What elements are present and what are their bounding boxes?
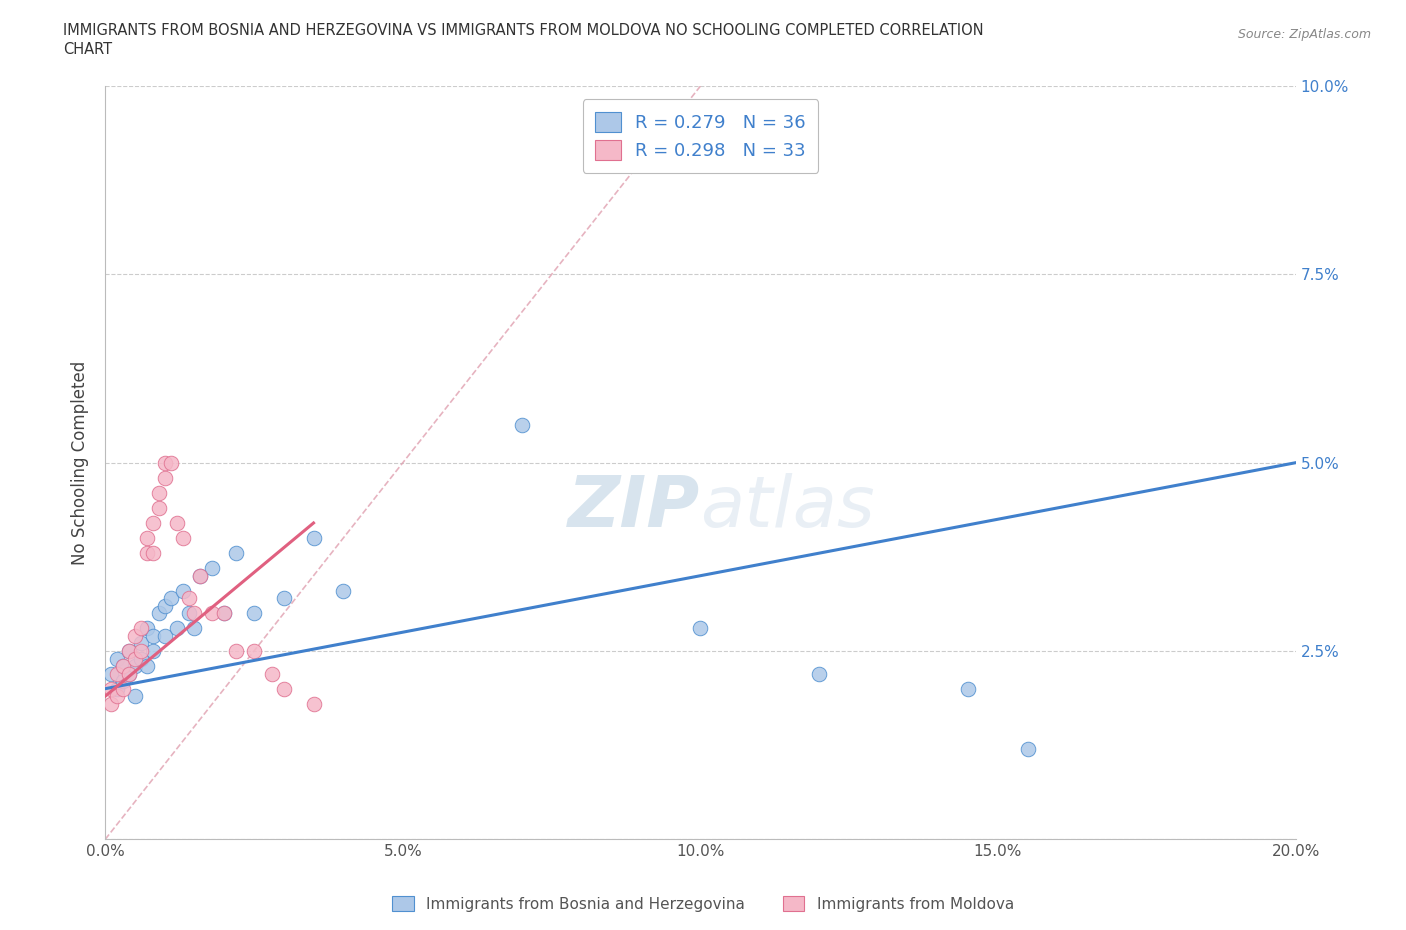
Point <box>124 689 146 704</box>
Y-axis label: No Schooling Completed: No Schooling Completed <box>72 361 89 565</box>
Point <box>100 682 122 697</box>
Point <box>243 606 266 621</box>
Point <box>148 500 170 515</box>
Point <box>190 568 212 583</box>
Point <box>302 531 325 546</box>
Point <box>135 546 157 561</box>
Point <box>153 456 176 471</box>
Point <box>118 666 141 681</box>
Point <box>124 629 146 644</box>
Point <box>177 591 200 605</box>
Point <box>135 531 157 546</box>
Point <box>129 651 152 666</box>
Point <box>243 644 266 658</box>
Point <box>212 606 235 621</box>
Text: ZIP: ZIP <box>568 473 700 542</box>
Point <box>1017 741 1039 756</box>
Point <box>129 636 152 651</box>
Point <box>225 546 247 561</box>
Point <box>510 418 533 432</box>
Legend: R = 0.279   N = 36, R = 0.298   N = 33: R = 0.279 N = 36, R = 0.298 N = 33 <box>582 99 818 173</box>
Point <box>105 666 128 681</box>
Point <box>201 561 224 576</box>
Point <box>100 666 122 681</box>
Point <box>166 515 188 530</box>
Point <box>166 621 188 636</box>
Point <box>135 658 157 673</box>
Point <box>260 666 283 681</box>
Point <box>124 651 146 666</box>
Point <box>153 629 176 644</box>
Point <box>201 606 224 621</box>
Text: CHART: CHART <box>63 42 112 57</box>
Point <box>112 682 135 697</box>
Point <box>177 606 200 621</box>
Point <box>183 606 205 621</box>
Point <box>142 644 165 658</box>
Point <box>148 606 170 621</box>
Point <box>112 658 135 673</box>
Point <box>689 621 711 636</box>
Text: IMMIGRANTS FROM BOSNIA AND HERZEGOVINA VS IMMIGRANTS FROM MOLDOVA NO SCHOOLING C: IMMIGRANTS FROM BOSNIA AND HERZEGOVINA V… <box>63 23 984 38</box>
Point <box>332 583 354 598</box>
Point <box>153 598 176 613</box>
Point <box>105 689 128 704</box>
Point <box>105 682 128 697</box>
Point <box>105 651 128 666</box>
Point <box>142 629 165 644</box>
Point <box>118 666 141 681</box>
Point <box>118 644 141 658</box>
Point <box>112 673 135 688</box>
Point <box>129 644 152 658</box>
Point <box>273 682 295 697</box>
Point <box>190 568 212 583</box>
Point <box>129 621 152 636</box>
Point <box>142 515 165 530</box>
Point <box>225 644 247 658</box>
Point <box>159 591 181 605</box>
Point <box>273 591 295 605</box>
Point <box>957 682 980 697</box>
Point <box>212 606 235 621</box>
Point <box>142 546 165 561</box>
Text: Source: ZipAtlas.com: Source: ZipAtlas.com <box>1237 28 1371 41</box>
Point <box>172 583 194 598</box>
Point <box>172 531 194 546</box>
Point <box>808 666 831 681</box>
Point <box>148 485 170 500</box>
Point <box>124 658 146 673</box>
Point <box>159 456 181 471</box>
Point <box>183 621 205 636</box>
Point <box>118 644 141 658</box>
Point <box>302 697 325 711</box>
Point <box>100 697 122 711</box>
Point <box>135 621 157 636</box>
Legend: Immigrants from Bosnia and Herzegovina, Immigrants from Moldova: Immigrants from Bosnia and Herzegovina, … <box>387 889 1019 918</box>
Point <box>112 658 135 673</box>
Point <box>153 471 176 485</box>
Text: atlas: atlas <box>700 473 875 542</box>
